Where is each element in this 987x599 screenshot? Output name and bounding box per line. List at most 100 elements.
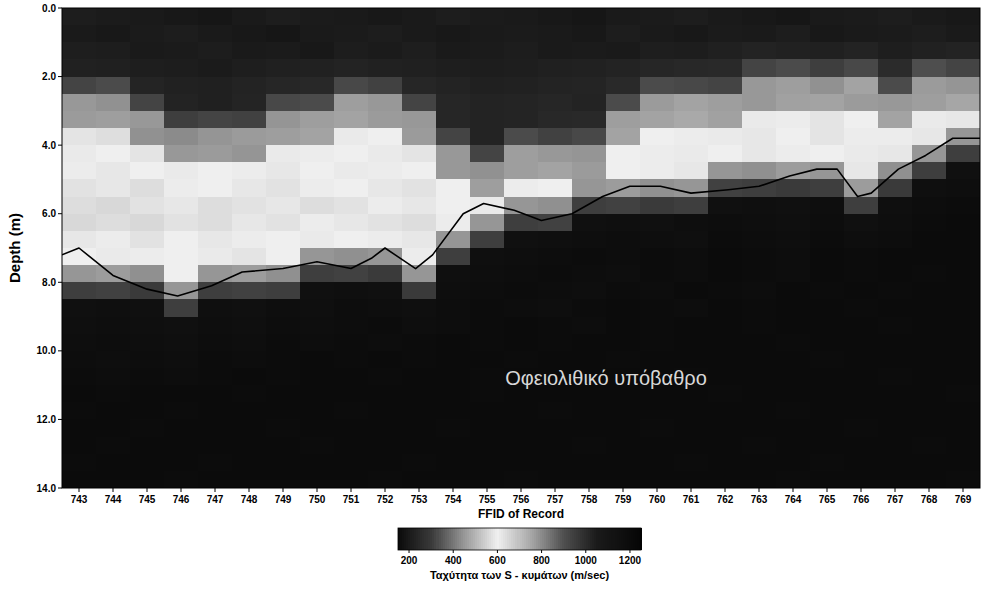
- heat-cell: [334, 111, 369, 129]
- y-tick: [58, 76, 62, 77]
- heat-cell: [198, 145, 233, 163]
- heat-cell: [878, 419, 913, 437]
- heat-cell: [742, 128, 777, 146]
- heat-cell: [504, 162, 539, 180]
- heat-cell: [130, 471, 165, 488]
- heat-cell: [470, 8, 505, 26]
- heat-cell: [606, 77, 641, 95]
- heat-cell: [130, 334, 165, 352]
- heat-cell: [198, 317, 233, 335]
- heat-cell: [334, 385, 369, 403]
- heat-cell: [130, 402, 165, 420]
- heat-cell: [62, 8, 97, 26]
- heat-cell: [640, 402, 675, 420]
- x-tick: [147, 488, 148, 492]
- heat-cell: [62, 368, 97, 386]
- heat-cell: [878, 42, 913, 60]
- heat-cell: [674, 214, 709, 232]
- heat-cell: [300, 351, 335, 369]
- heat-cell: [674, 471, 709, 488]
- heat-cell: [368, 471, 403, 488]
- heat-cell: [164, 454, 199, 472]
- heat-cell: [776, 299, 811, 317]
- heat-cell: [368, 454, 403, 472]
- heat-cell: [164, 265, 199, 283]
- heat-cell: [776, 334, 811, 352]
- heat-cell: [742, 265, 777, 283]
- heat-cell: [198, 454, 233, 472]
- heat-cell: [334, 471, 369, 488]
- heat-cell: [130, 77, 165, 95]
- heat-cell: [946, 299, 980, 317]
- heat-cell: [368, 179, 403, 197]
- heat-cell: [708, 419, 743, 437]
- heat-cell: [266, 248, 301, 266]
- cells: [62, 8, 980, 488]
- colorbar: [398, 528, 642, 550]
- heat-cell: [810, 59, 845, 77]
- colorbar-tick-label: 200: [401, 555, 418, 566]
- heat-cell: [164, 197, 199, 215]
- heat-cell: [436, 77, 471, 95]
- heat-cell: [572, 437, 607, 455]
- heat-cell: [572, 334, 607, 352]
- heat-cell: [334, 94, 369, 112]
- heat-cell: [606, 8, 641, 26]
- heat-cell: [470, 282, 505, 300]
- heat-cell: [878, 25, 913, 43]
- heat-cell: [436, 111, 471, 129]
- heat-cell: [538, 248, 573, 266]
- heat-cell: [300, 145, 335, 163]
- heat-cell: [640, 334, 675, 352]
- heat-cell: [810, 94, 845, 112]
- x-tick: [827, 488, 828, 492]
- x-tick: [113, 488, 114, 492]
- heat-cell: [674, 231, 709, 249]
- heat-cell: [538, 402, 573, 420]
- heat-cell: [844, 265, 879, 283]
- x-tick-label: 762: [717, 494, 734, 505]
- x-tick-label: 747: [207, 494, 224, 505]
- x-axis-title: FFID of Record: [478, 507, 564, 521]
- heat-cell: [708, 214, 743, 232]
- heat-cell: [368, 25, 403, 43]
- heat-cell: [912, 265, 947, 283]
- heat-cell: [878, 77, 913, 95]
- heat-cell: [810, 77, 845, 95]
- heat-cell: [504, 59, 539, 77]
- heat-cell: [640, 145, 675, 163]
- x-tick-label: 744: [105, 494, 122, 505]
- heat-cell: [198, 385, 233, 403]
- heat-cell: [844, 179, 879, 197]
- plot-frame: [62, 8, 980, 488]
- heat-cell: [232, 8, 267, 26]
- heat-cell: [470, 265, 505, 283]
- heat-cell: [198, 334, 233, 352]
- heat-cell: [300, 197, 335, 215]
- heat-cell: [300, 248, 335, 266]
- x-tick: [317, 488, 318, 492]
- heat-cell: [776, 162, 811, 180]
- heat-cell: [164, 94, 199, 112]
- heat-cell: [334, 334, 369, 352]
- heat-cell: [572, 179, 607, 197]
- x-tick: [249, 488, 250, 492]
- heat-cell: [912, 59, 947, 77]
- heat-cell: [62, 419, 97, 437]
- heat-cell: [164, 419, 199, 437]
- heat-cell: [436, 231, 471, 249]
- heat-cell: [198, 437, 233, 455]
- heat-cell: [538, 265, 573, 283]
- heat-cell: [810, 419, 845, 437]
- heat-cell: [878, 402, 913, 420]
- heat-cell: [912, 385, 947, 403]
- heat-cell: [810, 128, 845, 146]
- heat-cell: [572, 42, 607, 60]
- heat-cell: [912, 454, 947, 472]
- heat-cell: [606, 42, 641, 60]
- heat-cell: [470, 162, 505, 180]
- heat-cell: [334, 437, 369, 455]
- heat-cell: [572, 77, 607, 95]
- heat-cell: [266, 471, 301, 488]
- heat-cell: [606, 145, 641, 163]
